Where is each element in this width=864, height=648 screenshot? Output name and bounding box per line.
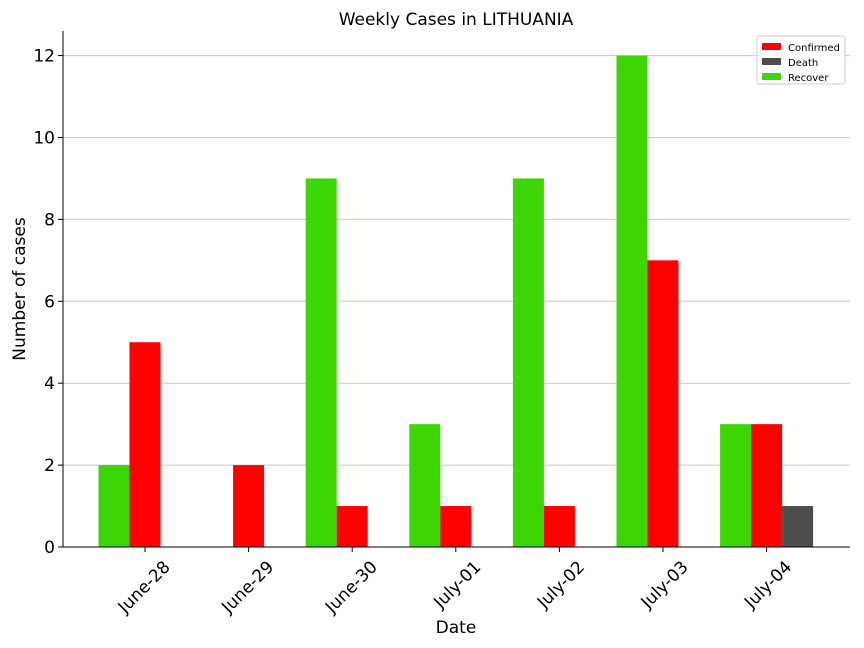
y-tick-label: 10 xyxy=(33,128,55,148)
y-tick-label: 6 xyxy=(44,292,55,312)
legend-label-recover: Recover xyxy=(788,73,829,84)
y-tick-label: 0 xyxy=(44,538,55,558)
y-ticks: 0 2 4 6 8 10 12 xyxy=(33,47,63,558)
bar-recover-july-04 xyxy=(720,424,752,547)
bar-recover-july-03 xyxy=(616,55,648,547)
bar-confirmed-june-29 xyxy=(233,465,265,547)
x-tick-label: July-02 xyxy=(533,557,589,613)
grid-lines xyxy=(63,55,850,466)
legend-swatch-recover xyxy=(762,73,781,80)
y-tick-label: 12 xyxy=(33,47,55,67)
x-tick-label: July-01 xyxy=(429,557,485,613)
bars xyxy=(98,55,814,547)
bar-confirmed-july-04 xyxy=(751,424,783,547)
legend-swatch-death xyxy=(762,58,781,65)
bar-confirmed-july-01 xyxy=(440,506,472,547)
axes xyxy=(62,31,850,548)
x-ticks: June-28 June-29 June-30 July-01 July-02 July-… xyxy=(114,547,796,618)
legend-label-confirmed: Confirmed xyxy=(788,43,840,54)
x-tick-label: July-04 xyxy=(740,557,796,613)
x-tick-label: July-03 xyxy=(637,557,693,613)
x-tick-label: June-30 xyxy=(321,557,382,618)
legend-swatch-confirmed xyxy=(762,43,781,50)
x-tick-label: June-29 xyxy=(217,557,278,618)
legend: Confirmed Death Recover xyxy=(756,35,846,85)
bar-confirmed-june-28 xyxy=(129,342,161,547)
bar-recover-july-01 xyxy=(409,424,441,547)
bar-recover-july-02 xyxy=(512,178,544,547)
bar-recover-june-30 xyxy=(305,178,337,547)
y-tick-label: 4 xyxy=(44,374,55,394)
legend-label-death: Death xyxy=(788,58,818,69)
y-tick-label: 8 xyxy=(44,210,55,230)
bar-confirmed-july-02 xyxy=(543,506,575,547)
x-tick-label: June-28 xyxy=(114,557,175,618)
y-tick-label: 2 xyxy=(44,456,55,476)
bar-confirmed-june-30 xyxy=(336,506,368,547)
bar-death-july-04 xyxy=(782,506,814,547)
bar-recover-june-28 xyxy=(98,465,130,547)
y-axis-label: Number of cases xyxy=(10,217,30,361)
bar-confirmed-july-03 xyxy=(647,260,679,547)
x-axis-label: Date xyxy=(436,618,477,638)
chart-title: Weekly Cases in LITHUANIA xyxy=(339,10,574,30)
